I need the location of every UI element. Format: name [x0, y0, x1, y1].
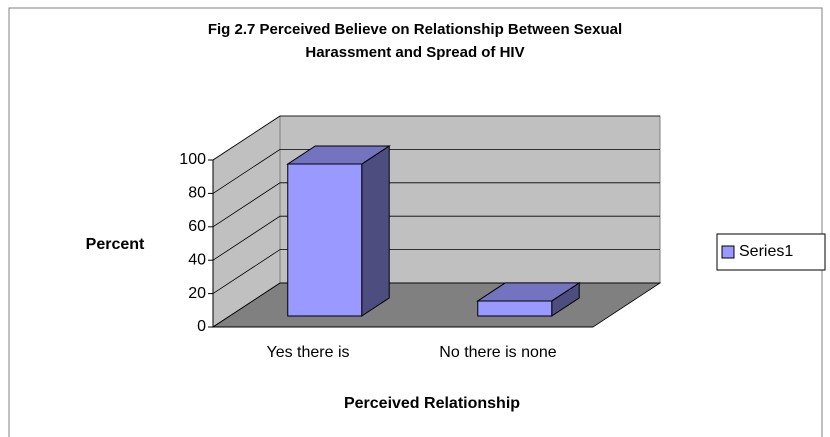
- bar-side: [361, 145, 390, 317]
- x-tick-label: No there is none: [439, 344, 557, 361]
- grid-line: [212, 182, 660, 228]
- grid-line: [212, 148, 660, 194]
- y-tick-label: 60: [188, 218, 206, 235]
- y-tick-label: 80: [188, 185, 206, 202]
- x-axis-title: Perceived Relationship: [344, 395, 520, 412]
- y-tick-label: 20: [188, 285, 206, 302]
- bar: [476, 282, 581, 317]
- y-axis-title: Percent: [86, 236, 145, 253]
- floor: [211, 282, 662, 328]
- y-tick-label: 40: [188, 251, 206, 268]
- bar-front: [477, 300, 553, 317]
- x-tick-label: Yes there is: [266, 344, 349, 361]
- chart-title: Fig 2.7 Perceived Believe on Relationshi…: [207, 21, 623, 61]
- grid-line: [212, 115, 660, 161]
- chart-border: [8, 7, 823, 437]
- bar: [286, 145, 391, 317]
- legend-box: [716, 233, 826, 271]
- y-tick-label: 100: [179, 151, 206, 168]
- y-tick-label: 0: [197, 318, 206, 335]
- grid-line: [212, 249, 660, 294]
- bar-front: [287, 163, 363, 317]
- grid-line: [212, 215, 660, 261]
- legend-swatch: [721, 245, 735, 259]
- legend-label: Series1: [739, 243, 793, 260]
